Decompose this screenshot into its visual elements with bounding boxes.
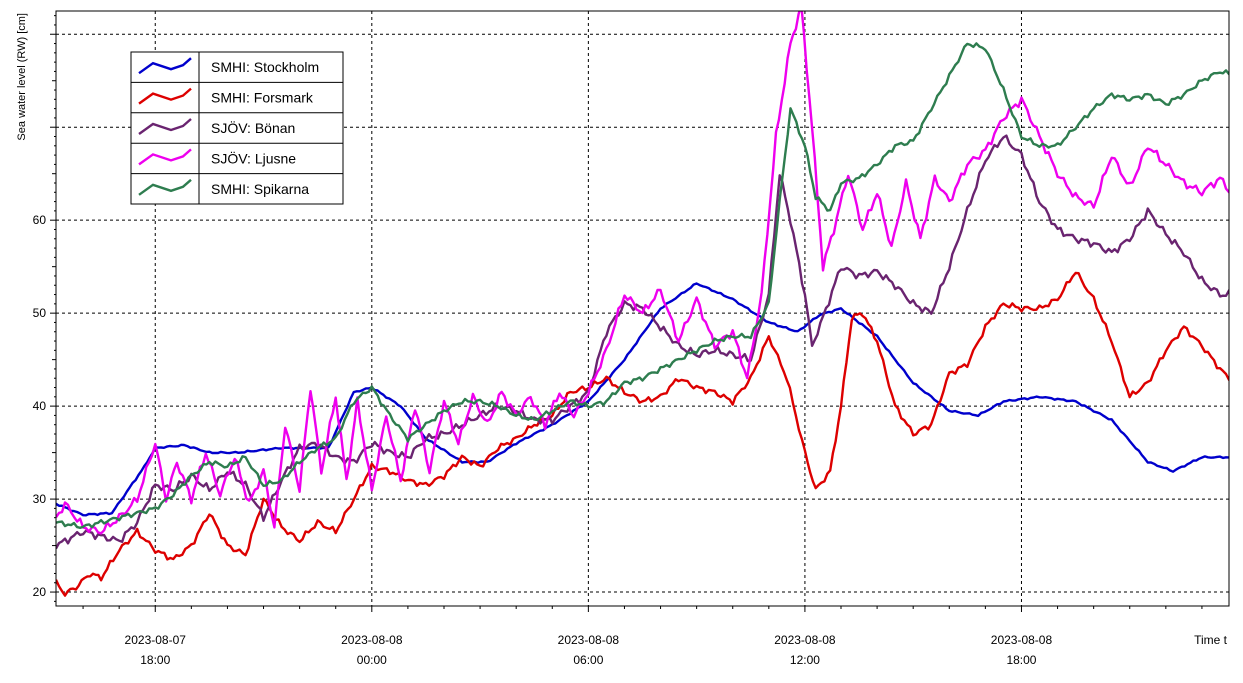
legend-label: SMHI: Stockholm xyxy=(211,59,319,75)
x-tick-date: 2023-08-08 xyxy=(341,633,403,647)
x-tick-time: 18:00 xyxy=(140,653,170,667)
axes: 20 30 40 50 60 2023-08-07 18:00 2023-08-08 00:00… xyxy=(33,15,1203,667)
y-tick-label: 20 xyxy=(33,585,47,599)
legend-swatch xyxy=(138,118,192,135)
legend-label: SJÖV: Bönan xyxy=(211,119,295,136)
legend-swatch xyxy=(138,87,192,105)
series-line-4 xyxy=(56,42,1229,529)
y-axis-label: Sea water level (RW) [cm] xyxy=(16,13,28,141)
x-tick-date: 2023-08-08 xyxy=(774,633,836,647)
x-tick-time: 00:00 xyxy=(357,653,387,667)
series-line-3 xyxy=(56,11,1229,535)
series-line-0 xyxy=(56,282,1229,517)
legend-label: SJÖV: Ljusne xyxy=(211,149,296,166)
legend-label: SMHI: Forsmark xyxy=(211,90,314,106)
series-lines xyxy=(56,11,1229,597)
legend-swatch xyxy=(138,57,192,75)
plot-area-frame xyxy=(55,10,1230,607)
y-tick-label: 50 xyxy=(33,306,47,320)
series-line-1 xyxy=(56,271,1229,597)
y-tick-label: 60 xyxy=(33,213,47,227)
x-tick-time: 06:00 xyxy=(573,653,603,667)
x-tick-date: 2023-08-07 xyxy=(125,633,187,647)
legend-swatch xyxy=(138,148,192,166)
x-tick-time: 18:00 xyxy=(1006,653,1036,667)
y-tick-label: 30 xyxy=(33,492,47,506)
legend-label: SMHI: Spikarna xyxy=(211,181,309,197)
x-axis-label: Time t xyxy=(1194,633,1228,647)
x-tick-date: 2023-08-08 xyxy=(558,633,620,647)
legend-swatch xyxy=(138,178,192,196)
y-tick-label: 40 xyxy=(33,399,47,413)
x-tick-date: 2023-08-08 xyxy=(991,633,1053,647)
x-tick-time: 12:00 xyxy=(790,653,820,667)
legend: SMHI: Stockholm SMHI: Forsmark SJÖV: Bönan… xyxy=(130,51,344,205)
